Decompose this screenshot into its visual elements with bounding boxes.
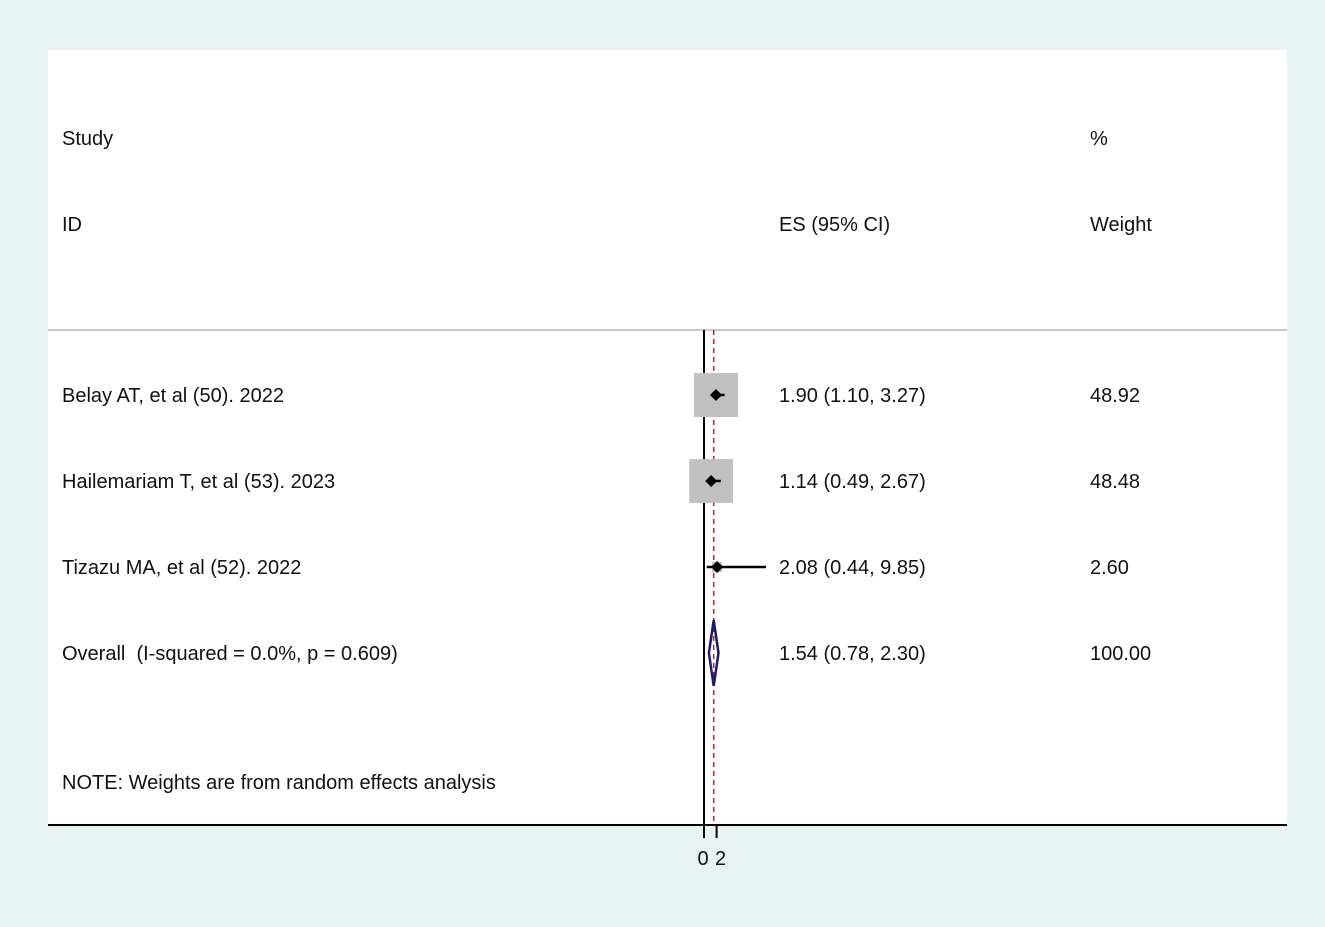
study-row: Belay AT, et al (50). 2022 1.90 (1.10, 3… xyxy=(62,373,1140,417)
study-row: Tizazu MA, et al (52). 2022 2.08 (0.44, … xyxy=(62,557,1129,579)
overall-diamond xyxy=(707,619,720,687)
overall-weight: 100.00 xyxy=(1090,643,1151,665)
note-text: NOTE: Weights are from random effects an… xyxy=(62,772,496,794)
point-estimate xyxy=(709,389,722,401)
header-id: ID xyxy=(62,214,82,236)
study-weight: 48.48 xyxy=(1090,471,1140,493)
plot-panel xyxy=(48,50,1287,824)
header-weight: Weight xyxy=(1090,214,1152,236)
x-tick-label: 2 xyxy=(715,848,726,870)
study-weight: 48.92 xyxy=(1090,385,1140,407)
study-label: Belay AT, et al (50). 2022 xyxy=(62,385,284,407)
study-label: Tizazu MA, et al (52). 2022 xyxy=(62,557,301,579)
overall-row: Overall (I-squared = 0.0%, p = 0.609) 1.… xyxy=(62,619,1151,687)
point-estimate xyxy=(711,561,724,573)
overall-ci-text: 1.54 (0.78, 2.30) xyxy=(779,643,926,665)
study-weight: 2.60 xyxy=(1090,557,1129,579)
header-percent: % xyxy=(1090,128,1108,150)
overall-label: Overall (I-squared = 0.0%, p = 0.609) xyxy=(62,643,398,665)
header-es: ES (95% CI) xyxy=(779,214,890,236)
study-ci-text: 1.90 (1.10, 3.27) xyxy=(779,385,926,407)
study-row: Hailemariam T, et al (53). 2023 1.14 (0.… xyxy=(62,459,1140,503)
x-tick-label: 0 xyxy=(697,848,708,870)
point-estimate xyxy=(705,475,718,487)
study-ci-text: 2.08 (0.44, 9.85) xyxy=(779,557,926,579)
study-ci-text: 1.14 (0.49, 2.67) xyxy=(779,471,926,493)
study-label: Hailemariam T, et al (53). 2023 xyxy=(62,471,335,493)
header-study: Study xyxy=(62,128,113,150)
